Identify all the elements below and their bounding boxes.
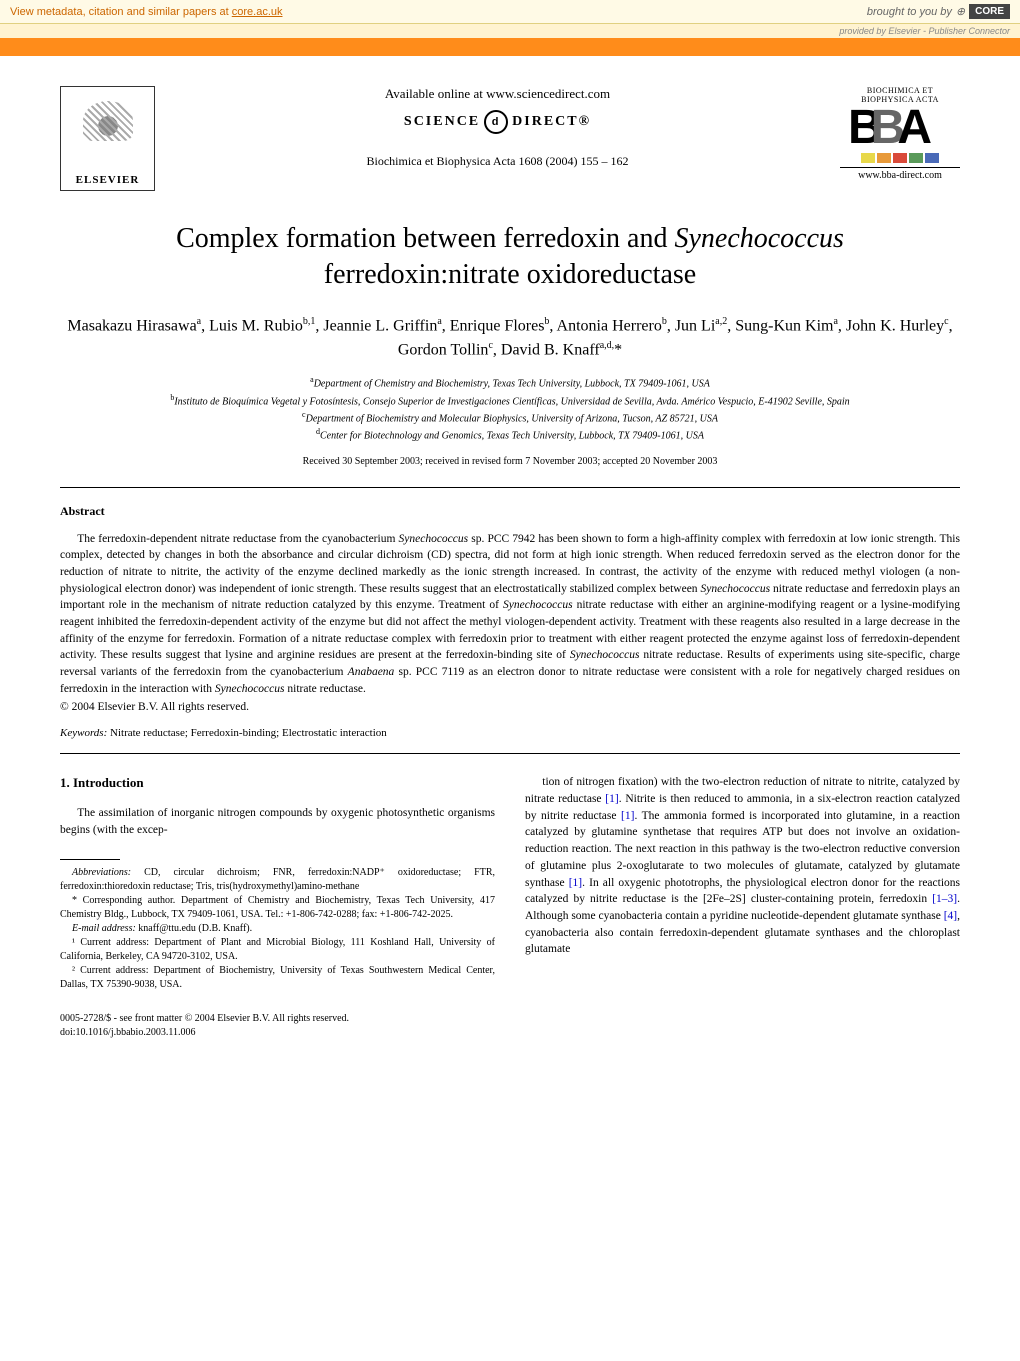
footnote-1: ¹ Current address: Department of Plant a…	[60, 936, 495, 964]
core-attribution: brought to you by ⊕ CORE	[867, 4, 1010, 19]
bba-a: A	[897, 101, 932, 154]
abstract-heading: Abstract	[60, 504, 960, 519]
orange-divider-bar	[0, 38, 1020, 56]
affil-b: Instituto de Bioquímica Vegetal y Fotosí…	[174, 396, 849, 407]
core-logo: CORE	[969, 4, 1010, 19]
abstract-copyright: © 2004 Elsevier B.V. All rights reserved…	[60, 701, 960, 713]
journal-reference: Biochimica et Biophysica Acta 1608 (2004…	[175, 154, 820, 169]
metadata-text: View metadata, citation and similar pape…	[10, 6, 232, 18]
footnote-2: ² Current address: Department of Biochem…	[60, 964, 495, 992]
journal-header-row: ELSEVIER Available online at www.science…	[60, 86, 960, 191]
elsevier-tree-icon	[73, 91, 143, 161]
keywords-text: Nitrate reductase; Ferredoxin-binding; E…	[107, 727, 386, 739]
science-text: SCIENCE	[404, 114, 480, 130]
divider	[60, 487, 960, 488]
abstract-body: The ferredoxin-dependent nitrate reducta…	[60, 531, 960, 698]
core-icon: ⊕	[956, 5, 965, 18]
front-matter-text: 0005-2728/$ - see front matter © 2004 El…	[60, 1012, 495, 1027]
right-column: tion of nitrogen fixation) with the two-…	[525, 774, 960, 1040]
elsevier-logo: ELSEVIER	[60, 86, 155, 191]
left-column: 1. Introduction The assimilation of inor…	[60, 774, 495, 1040]
intro-heading: 1. Introduction	[60, 774, 495, 793]
affil-d: Center for Biotechnology and Genomics, T…	[320, 431, 704, 442]
doi-block: 0005-2728/$ - see front matter © 2004 El…	[60, 1012, 495, 1041]
email-text: knaff@ttu.edu (D.B. Knaff).	[136, 923, 252, 934]
bba-main-letters: BBA	[840, 106, 960, 149]
keywords-label: Keywords:	[60, 727, 107, 739]
authors-list: Masakazu Hirasawaa, Luis M. Rubiob,1, Je…	[60, 314, 960, 363]
doi-text: doi:10.1016/j.bbabio.2003.11.006	[60, 1026, 495, 1041]
two-column-body: 1. Introduction The assimilation of inor…	[60, 774, 960, 1040]
core-banner: View metadata, citation and similar pape…	[0, 0, 1020, 24]
sd-d-icon: d	[484, 110, 508, 134]
center-header: Available online at www.sciencedirect.co…	[155, 86, 840, 169]
footnote-email: E-mail address: knaff@ttu.edu (D.B. Knaf…	[60, 922, 495, 936]
received-dates: Received 30 September 2003; received in …	[60, 456, 960, 467]
core-link[interactable]: core.ac.uk	[232, 6, 283, 18]
direct-text: DIRECT®	[512, 114, 591, 130]
core-metadata-link[interactable]: View metadata, citation and similar pape…	[10, 6, 283, 18]
title-pre: Complex formation between ferredoxin and	[176, 223, 674, 254]
footnotes: Abbreviations: CD, circular dichroism; F…	[60, 866, 495, 992]
provided-by-text: provided by Elsevier - Publisher Connect…	[0, 24, 1020, 38]
available-online-text: Available online at www.sciencedirect.co…	[175, 86, 820, 102]
abbrev-label: Abbreviations:	[72, 867, 131, 878]
intro-right-para: tion of nitrogen fixation) with the two-…	[525, 774, 960, 957]
divider	[60, 753, 960, 754]
footnote-abbrev: Abbreviations: CD, circular dichroism; F…	[60, 866, 495, 894]
intro-left-para: The assimilation of inorganic nitrogen c…	[60, 805, 495, 838]
page-content: ELSEVIER Available online at www.science…	[0, 56, 1020, 1071]
email-label: E-mail address:	[72, 923, 136, 934]
article-title: Complex formation between ferredoxin and…	[60, 221, 960, 294]
bba-logo: BIOCHIMICA ET BIOPHYSICA ACTA BBA www.bb…	[840, 86, 960, 181]
bba-color-bars	[840, 153, 960, 163]
brought-by-text: brought to you by	[867, 6, 952, 18]
science-direct-logo: SCIENCE d DIRECT®	[175, 110, 820, 134]
elsevier-text: ELSEVIER	[76, 174, 140, 186]
affil-a: Department of Chemistry and Biochemistry…	[314, 379, 710, 390]
keywords: Keywords: Nitrate reductase; Ferredoxin-…	[60, 727, 960, 739]
affiliations: aDepartment of Chemistry and Biochemistr…	[60, 374, 960, 443]
title-line2: ferredoxin:nitrate oxidoreductase	[324, 259, 696, 290]
title-italic: Synechococcus	[674, 223, 843, 254]
bba-url: www.bba-direct.com	[840, 167, 960, 181]
affil-c: Department of Biochemistry and Molecular…	[306, 413, 718, 424]
footnote-corresponding: * Corresponding author. Department of Ch…	[60, 894, 495, 922]
footnote-rule	[60, 859, 120, 860]
